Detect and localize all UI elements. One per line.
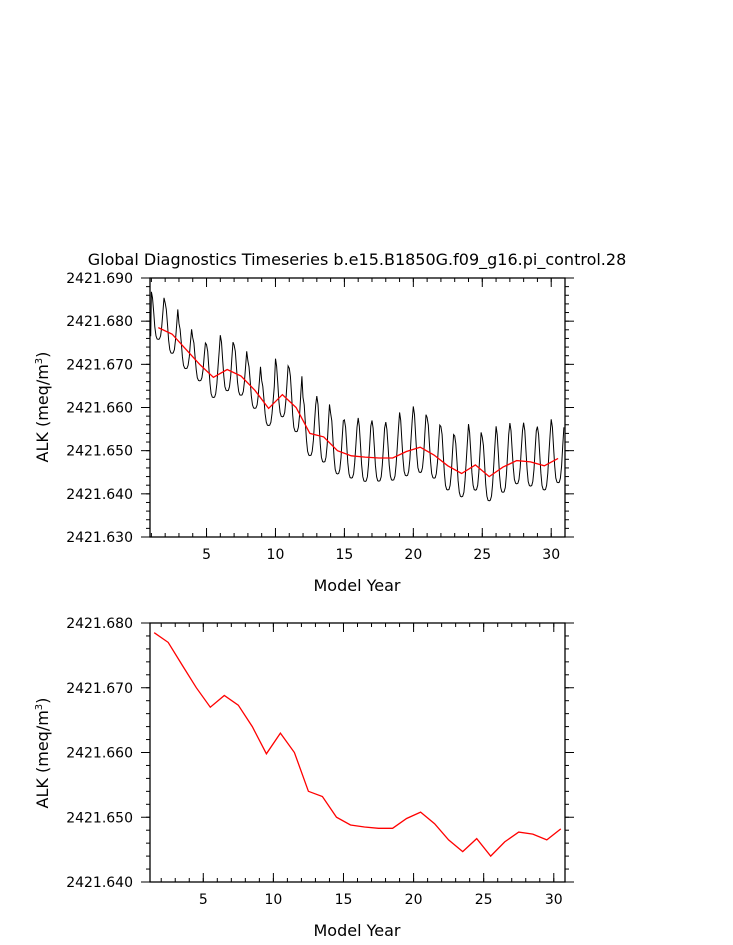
y-tick-label: 2421.670 <box>66 681 133 697</box>
x-tick-label: 5 <box>199 892 208 908</box>
svg-text:ALK (meq/m3): ALK (meq/m3) <box>33 698 52 809</box>
y-tick-label: 2421.660 <box>66 401 133 417</box>
y-tick-label: 2421.670 <box>66 357 133 373</box>
y-tick-label: 2421.660 <box>66 746 133 762</box>
y-tick-label: 2421.630 <box>66 530 133 546</box>
plot-area: 5 10 15 20 25 30 2421.630 2421.640 2421.650 2421.… <box>66 271 574 563</box>
y-tick-label: 2421.690 <box>66 271 133 287</box>
monthly-series-line <box>150 291 565 502</box>
y-tick-label: 2421.640 <box>66 487 133 503</box>
y-tick-label: 2421.650 <box>66 444 133 460</box>
y-axis-label-close: ) <box>33 698 52 704</box>
y-axis-label: ALK (meq/m3) <box>33 698 52 809</box>
y-axis-label-text: ALK (meq/m <box>33 364 52 462</box>
y-axis-label-superscript: 3 <box>34 358 45 364</box>
x-tick-label: 20 <box>404 547 422 563</box>
x-tick-label: 10 <box>264 892 282 908</box>
annual-mean-series-line <box>153 632 562 858</box>
x-tick-label: 15 <box>335 547 353 563</box>
plot-frame <box>149 277 566 538</box>
y-tick-label: 2421.650 <box>66 810 133 826</box>
y-tick-label: 2421.680 <box>66 314 133 330</box>
x-axis-label: Model Year <box>314 921 401 940</box>
y-axis-label-superscript: 3 <box>34 704 45 710</box>
y-tick-label: 2421.680 <box>66 616 133 632</box>
plot-area: 5 10 15 20 25 30 2421.640 2421.650 2421.660 2421.… <box>66 616 574 908</box>
y-axis-label-text: ALK (meq/m <box>33 710 52 808</box>
x-tick-label: 5 <box>202 547 211 563</box>
timeseries-chart-top: Global Diagnostics Timeseries b.e15.B185… <box>33 250 626 595</box>
x-tick-label: 20 <box>405 892 423 908</box>
x-tick-label: 10 <box>267 547 285 563</box>
x-tick-label: 15 <box>335 892 353 908</box>
y-tick-label: 2421.640 <box>66 875 133 891</box>
x-tick-label: 30 <box>542 547 560 563</box>
chart-title: Global Diagnostics Timeseries b.e15.B185… <box>88 250 627 270</box>
x-axis-label: Model Year <box>314 576 401 595</box>
x-tick-label: 25 <box>475 892 493 908</box>
x-tick-label: 25 <box>473 547 491 563</box>
x-tick-label: 30 <box>545 892 563 908</box>
y-axis-label: ALK (meq/m3) <box>33 352 52 463</box>
y-axis-label-close: ) <box>33 352 52 358</box>
svg-text:ALK (meq/m3): ALK (meq/m3) <box>33 352 52 463</box>
annual-mean-series-line <box>158 327 559 478</box>
annual-mean-chart-bottom: ALK (meq/m3) Model Year 5 10 15 20 25 30 2421.… <box>33 616 574 940</box>
